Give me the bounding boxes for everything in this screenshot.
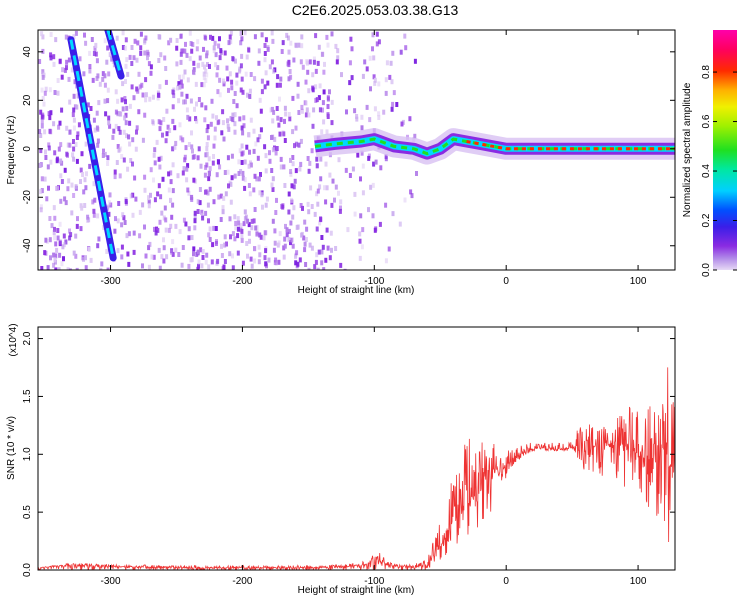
snr-x-axis-label: Height of straight line (km) bbox=[298, 585, 415, 596]
spectrogram-x-tick-label: -300 bbox=[101, 276, 121, 287]
snr-series-line bbox=[38, 367, 675, 570]
spectrogram-y-tick-label: 20 bbox=[22, 94, 33, 106]
colorbar-tick-label: 0.8 bbox=[701, 65, 712, 79]
snr-x-tick-label: -300 bbox=[101, 576, 121, 587]
colorbar-gradient bbox=[713, 30, 737, 270]
trace-core bbox=[466, 140, 675, 151]
snr-y-multiplier: (x10^4) bbox=[8, 323, 19, 356]
snr-y-tick-label: 0.0 bbox=[22, 563, 33, 577]
colorbar-ticks: 0.0 0.2 0.4 0.6 0.8 bbox=[701, 65, 737, 277]
spectrogram-x-axis-label: Height of straight line (km) bbox=[298, 285, 415, 296]
snr-x-tick-label: 0 bbox=[503, 576, 509, 587]
snr-x-tick-label: -200 bbox=[232, 576, 252, 587]
snr-y-tick-label: 2.0 bbox=[22, 331, 33, 345]
spectrogram-y-tick-label: -20 bbox=[22, 190, 33, 205]
spectrogram-x-tick-label: -200 bbox=[232, 276, 252, 287]
spectrogram-y-ticks: -40 -20 0 20 40 bbox=[22, 46, 675, 253]
trace-inner bbox=[314, 137, 675, 156]
spectrogram-x-ticks: -300 -200 -100 0 100 bbox=[101, 30, 647, 287]
snr-frame bbox=[37, 326, 676, 571]
snr-y-tick-label: 1.0 bbox=[22, 447, 33, 461]
snr-x-ticks: -300 -200 -100 0 100 bbox=[101, 327, 647, 587]
snr-y-ticks: 0.0 0.5 1.0 1.5 2.0 bbox=[22, 331, 675, 577]
streak-inner bbox=[106, 30, 123, 77]
snr-y-axis-label: SNR (10 * v/v) bbox=[6, 416, 17, 480]
colorbar-tick-label: 0.0 bbox=[701, 263, 712, 277]
spectrogram-x-tick-label: 100 bbox=[630, 276, 647, 287]
spectrogram-x-tick-label: -100 bbox=[364, 276, 384, 287]
spectrogram-frame bbox=[37, 29, 676, 271]
colorbar-label: Normalized spectral amplitude bbox=[682, 82, 693, 217]
colorbar-tick-label: 0.6 bbox=[701, 114, 712, 128]
spectrogram-x-tick-label: 0 bbox=[503, 276, 509, 287]
spectrogram-y-tick-label: 40 bbox=[22, 46, 33, 58]
streak-inner bbox=[69, 39, 115, 259]
colorbar: 0.0 0.2 0.4 0.6 0.8 Normalized spectral ampl… bbox=[682, 30, 737, 277]
snr-y-tick-label: 1.5 bbox=[22, 389, 33, 403]
spectrogram-y-axis-label: Frequency (Hz) bbox=[6, 116, 17, 185]
snr-y-tick-label: 0.5 bbox=[22, 505, 33, 519]
snr-panel: -300 -200 -100 0 100 0.0 0.5 1.0 1.5 2.0 Height … bbox=[6, 323, 676, 596]
spectrogram-heat-layer bbox=[38, 30, 675, 270]
page-title: C2E6.2025.053.03.38.G13 bbox=[291, 2, 459, 18]
colorbar-tick-label: 0.4 bbox=[701, 164, 712, 178]
snr-x-tick-label: -100 bbox=[364, 576, 384, 587]
spectrogram-y-tick-label: 0 bbox=[22, 146, 33, 152]
spectrogram-y-tick-label: -40 bbox=[22, 238, 33, 253]
colorbar-tick-label: 0.2 bbox=[701, 213, 712, 227]
snr-x-tick-label: 100 bbox=[630, 576, 647, 587]
